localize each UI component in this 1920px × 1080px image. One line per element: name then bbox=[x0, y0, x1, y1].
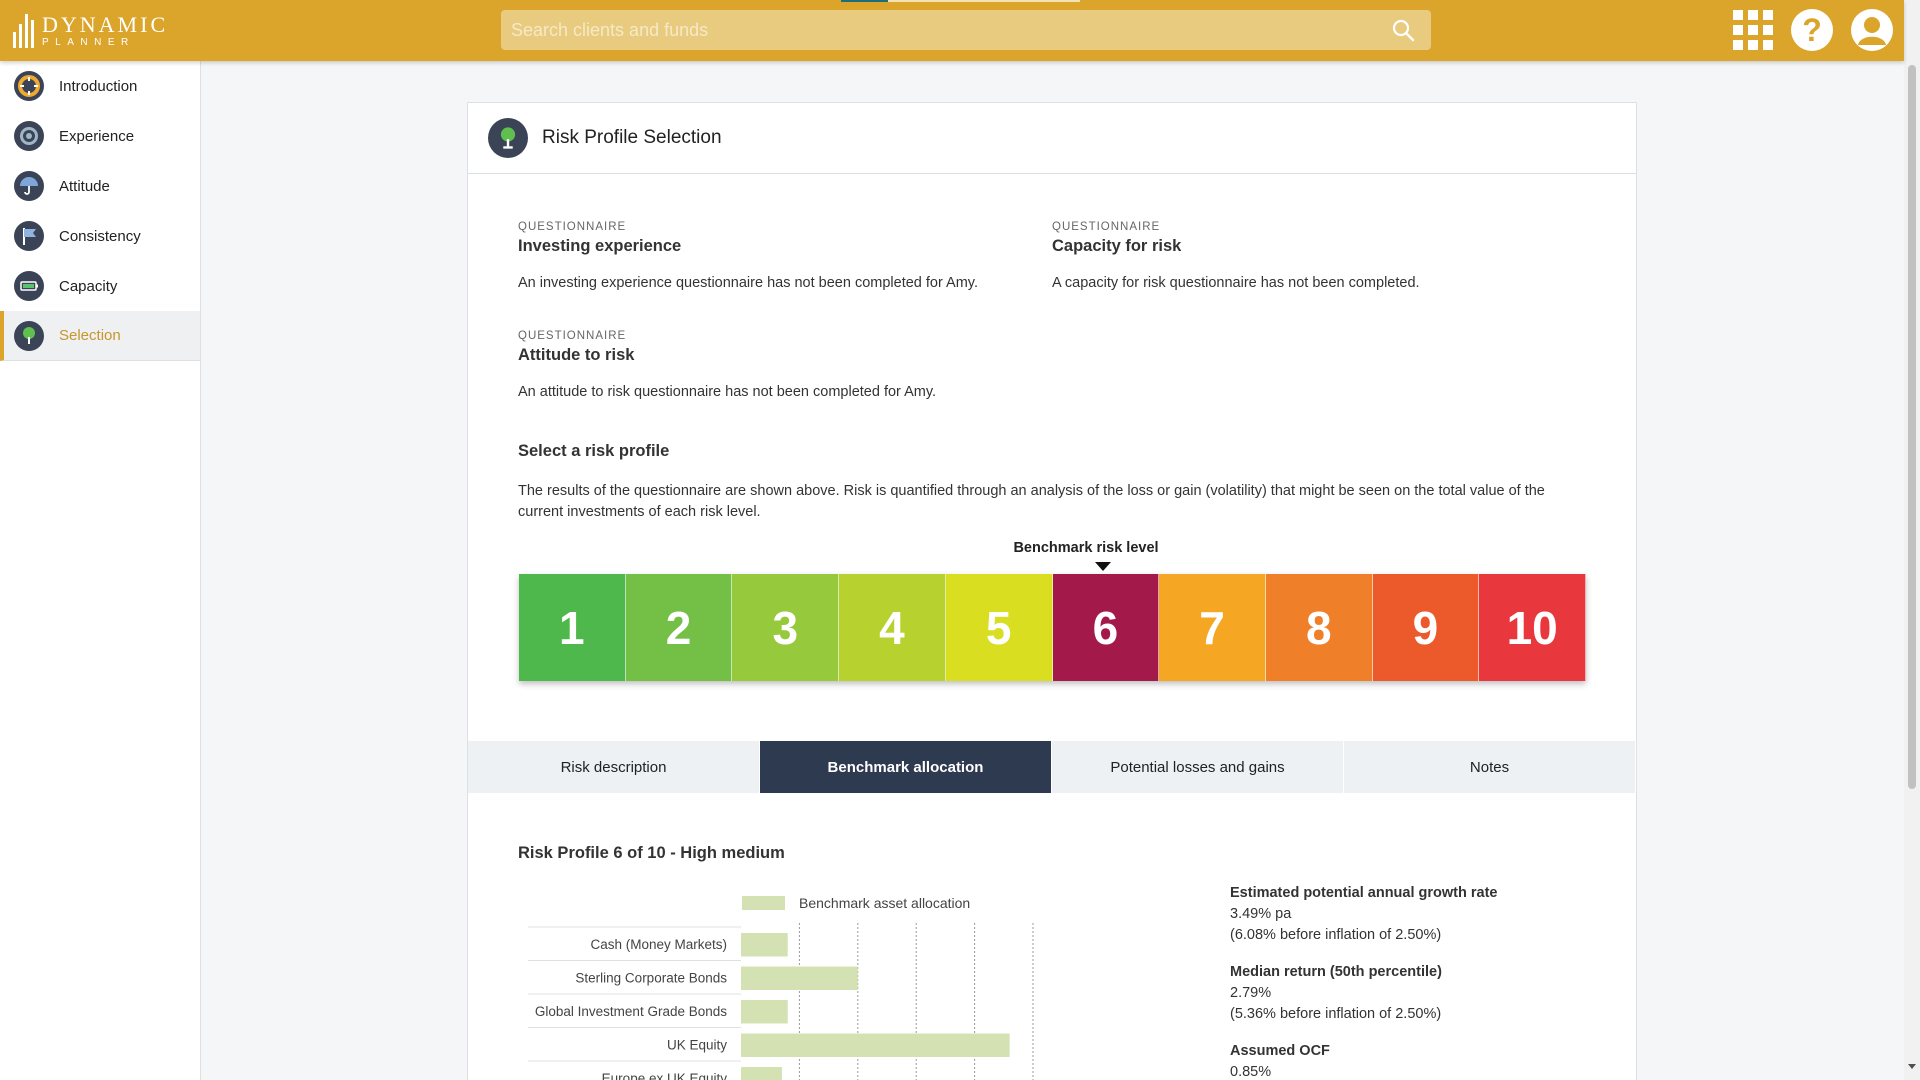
stat-note: (5.36% before inflation of 2.50%) bbox=[1230, 1006, 1442, 1022]
stat-heading: Estimated potential annual growth rate bbox=[1230, 885, 1498, 901]
questionnaire-eyebrow: QUESTIONNAIRE bbox=[518, 330, 627, 342]
risk-level-scale: 1 2 3 4 5 6 7 8 9 10 bbox=[519, 574, 1587, 681]
logo-text-line2: PLANNER bbox=[42, 37, 135, 48]
chart-bar bbox=[741, 1000, 788, 1024]
sidebar-item-capacity[interactable]: Capacity bbox=[0, 261, 200, 311]
tab-notes[interactable]: Notes bbox=[1344, 741, 1636, 793]
detail-tabs: Risk description Benchmark allocation Po… bbox=[468, 741, 1636, 793]
stat-value: 0.85% bbox=[1230, 1064, 1272, 1080]
top-accent-bar bbox=[841, 0, 888, 2]
stat-growth-rate: Estimated potential annual growth rate 3… bbox=[1230, 883, 1610, 946]
stat-note: (6.08% before inflation of 2.50%) bbox=[1230, 927, 1442, 943]
sidebar-item-label: Capacity bbox=[59, 277, 118, 295]
search-box[interactable]: Search clients and funds bbox=[501, 10, 1431, 50]
risk-level-5[interactable]: 5 bbox=[945, 574, 1053, 681]
tab-potential-losses-and-gains[interactable]: Potential losses and gains bbox=[1052, 741, 1344, 793]
search-icon[interactable] bbox=[1391, 18, 1415, 42]
sidebar: Introduction Experience Attitude Consist… bbox=[0, 61, 201, 1080]
risk-level-10[interactable]: 10 bbox=[1479, 574, 1587, 681]
help-icon[interactable]: ? bbox=[1790, 8, 1834, 52]
asset-allocation-chart: Cash (Money Markets) Sterling Corporate B… bbox=[528, 923, 1034, 1080]
chart-bar bbox=[741, 1067, 782, 1080]
risk-level-3[interactable]: 3 bbox=[732, 574, 840, 681]
legend-swatch bbox=[742, 896, 785, 910]
tree-icon bbox=[488, 118, 528, 158]
card-header: Risk Profile Selection bbox=[468, 103, 1636, 174]
scroll-down-arrow-icon[interactable] bbox=[1908, 1064, 1916, 1069]
questionnaire-attitude-to-risk: QUESTIONNAIRE Attitude to risk An attitu… bbox=[518, 330, 936, 400]
stat-median-return: Median return (50th percentile) 2.79% (5… bbox=[1230, 962, 1610, 1025]
account-icon[interactable] bbox=[1850, 8, 1894, 52]
chart-category-label: Europe ex UK Equity bbox=[602, 1071, 728, 1080]
risk-level-7[interactable]: 7 bbox=[1159, 574, 1266, 681]
tab-risk-description[interactable]: Risk description bbox=[468, 741, 760, 793]
risk-level-1[interactable]: 1 bbox=[519, 574, 626, 681]
chart-legend: Benchmark asset allocation bbox=[742, 895, 970, 911]
card-title: Risk Profile Selection bbox=[542, 127, 722, 148]
stat-value: 2.79% bbox=[1230, 985, 1272, 1001]
svg-text:?: ? bbox=[1802, 12, 1822, 48]
benchmark-arrow-icon bbox=[1095, 562, 1111, 571]
risk-level-8[interactable]: 8 bbox=[1265, 574, 1373, 681]
umbrella-icon bbox=[14, 171, 44, 201]
sidebar-item-label: Consistency bbox=[59, 227, 141, 245]
chart-category-label: UK Equity bbox=[667, 1037, 727, 1052]
stat-value: 3.49% pa bbox=[1230, 906, 1292, 922]
sidebar-item-selection[interactable]: Selection bbox=[0, 311, 200, 361]
logo-text-line1: DYNAMIC bbox=[42, 12, 169, 37]
chart-bar bbox=[741, 933, 788, 957]
chart-category-label: Sterling Corporate Bonds bbox=[575, 970, 727, 985]
legend-label: Benchmark asset allocation bbox=[799, 895, 971, 911]
risk-level-9[interactable]: 9 bbox=[1372, 574, 1480, 681]
risk-level-6[interactable]: 6 bbox=[1052, 574, 1160, 681]
sidebar-item-introduction[interactable]: Introduction bbox=[0, 61, 200, 111]
risk-profile-card: Risk Profile Selection QUESTIONNAIRE Inv… bbox=[467, 102, 1637, 1080]
stat-heading: Assumed OCF bbox=[1230, 1043, 1330, 1059]
risk-profile-title: Risk Profile 6 of 10 - High medium bbox=[518, 844, 785, 862]
questionnaire-status: A capacity for risk questionnaire has no… bbox=[1052, 275, 1420, 291]
sidebar-item-label: Selection bbox=[59, 327, 121, 344]
chart-bar bbox=[741, 966, 858, 990]
target-icon bbox=[14, 121, 44, 151]
apps-grid-icon[interactable] bbox=[1733, 10, 1773, 50]
top-accent-bar-light bbox=[888, 0, 1080, 2]
flag-icon bbox=[14, 221, 44, 251]
sidebar-item-experience[interactable]: Experience bbox=[0, 111, 200, 161]
questionnaire-capacity-for-risk: QUESTIONNAIRE Capacity for risk A capaci… bbox=[1052, 221, 1420, 291]
risk-level-2[interactable]: 2 bbox=[625, 574, 733, 681]
chart-category-label: Global Investment Grade Bonds bbox=[535, 1004, 727, 1019]
scrollbar-thumb[interactable] bbox=[1908, 65, 1916, 789]
benchmark-risk-level-label: Benchmark risk level bbox=[1013, 540, 1159, 556]
stat-heading: Median return (50th percentile) bbox=[1230, 964, 1442, 980]
search-input[interactable]: Search clients and funds bbox=[511, 20, 709, 40]
questionnaire-status: An attitude to risk questionnaire has no… bbox=[518, 384, 937, 400]
questionnaire-title: Attitude to risk bbox=[518, 346, 635, 364]
questionnaire-status: An investing experience questionnaire ha… bbox=[518, 275, 978, 291]
lifebuoy-icon bbox=[14, 71, 44, 101]
select-risk-profile-heading: Select a risk profile bbox=[518, 442, 670, 460]
tree-icon bbox=[14, 320, 44, 351]
chart-bar bbox=[741, 1033, 1010, 1057]
stat-assumed-ocf: Assumed OCF 0.85% bbox=[1230, 1041, 1610, 1080]
questionnaire-investing-experience: QUESTIONNAIRE Investing experience An in… bbox=[518, 221, 978, 291]
sidebar-item-label: Experience bbox=[59, 127, 135, 145]
page-scrollbar[interactable] bbox=[1904, 0, 1920, 1080]
questionnaire-eyebrow: QUESTIONNAIRE bbox=[518, 221, 627, 233]
dynamic-planner-logo[interactable]: DYNAMIC PLANNER bbox=[13, 13, 168, 49]
battery-icon bbox=[14, 271, 44, 301]
questionnaire-eyebrow: QUESTIONNAIRE bbox=[1052, 221, 1161, 233]
sidebar-item-consistency[interactable]: Consistency bbox=[0, 211, 200, 261]
risk-stats-panel: Estimated potential annual growth rate 3… bbox=[1230, 883, 1610, 1080]
select-risk-profile-description: The results of the questionnaire are sho… bbox=[518, 483, 1545, 520]
tab-benchmark-allocation[interactable]: Benchmark allocation bbox=[760, 741, 1052, 793]
sidebar-item-label: Attitude bbox=[59, 177, 110, 195]
questionnaire-title: Capacity for risk bbox=[1052, 237, 1182, 255]
risk-level-4[interactable]: 4 bbox=[839, 574, 946, 681]
chart-category-label: Cash (Money Markets) bbox=[590, 937, 727, 952]
sidebar-item-label: Introduction bbox=[59, 77, 138, 95]
questionnaire-title: Investing experience bbox=[518, 237, 682, 255]
logo-bars-icon bbox=[13, 14, 34, 48]
sidebar-item-attitude[interactable]: Attitude bbox=[0, 161, 200, 211]
top-bar: DYNAMIC PLANNER Search clients and funds… bbox=[0, 0, 1904, 61]
